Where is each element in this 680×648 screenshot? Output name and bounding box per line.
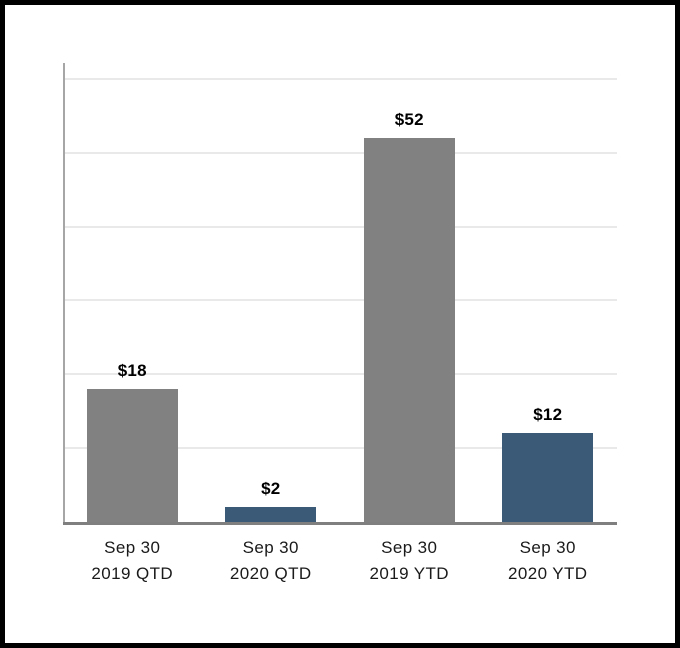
bar-value-label: $2: [261, 479, 281, 498]
x-axis-category-line: 2020 QTD: [229, 564, 312, 583]
gridline: [63, 299, 617, 302]
x-axis-line: [63, 522, 617, 525]
bar-chart: $18 $2 $52 $12 Sep 30 2019 QTD Sep 30 2020 QTD…: [5, 5, 675, 643]
x-axis-category-line: Sep 30: [242, 538, 299, 557]
x-axis-category-label: Sep 30 2020 YTD: [479, 535, 618, 587]
x-axis-category-label: Sep 30 2020 QTD: [202, 535, 341, 587]
bar: [502, 433, 594, 522]
x-axis-category-label: Sep 30 2019 YTD: [340, 535, 479, 587]
x-axis-category-label: Sep 30 2019 QTD: [63, 535, 202, 587]
gridline: [63, 373, 617, 376]
x-axis-category-line: 2020 YTD: [508, 564, 588, 583]
bar: [363, 138, 455, 522]
x-axis-category-line: Sep 30: [381, 538, 438, 557]
bar-value-label: $18: [117, 361, 147, 380]
bar: [225, 507, 317, 522]
gridline: [63, 225, 617, 228]
x-axis-category-line: 2019 QTD: [91, 564, 174, 583]
plot-area: $18 $2 $52 $12: [63, 63, 617, 525]
bar: [86, 389, 178, 522]
x-axis-category-line: 2019 YTD: [369, 564, 449, 583]
gridline: [63, 77, 617, 80]
x-axis-labels: Sep 30 2019 QTD Sep 30 2020 QTD Sep 30 2019 Y…: [63, 535, 617, 587]
gridline: [63, 151, 617, 154]
bar-value-label: $12: [533, 405, 563, 424]
bar-value-label: $52: [394, 110, 424, 129]
x-axis-category-line: Sep 30: [519, 538, 576, 557]
gridline: [63, 447, 617, 450]
x-axis-category-line: Sep 30: [104, 538, 161, 557]
y-axis-line: [63, 63, 65, 522]
